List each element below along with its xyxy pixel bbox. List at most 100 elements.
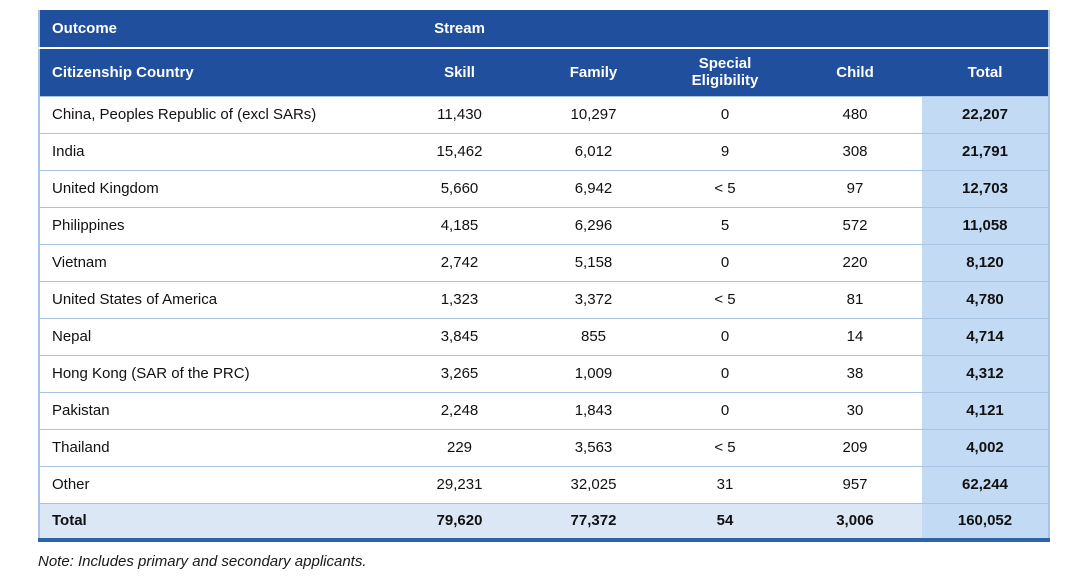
- header-spacer: [662, 10, 788, 49]
- cell-skill: 1,323: [394, 280, 525, 318]
- cell-country: Nepal: [39, 317, 394, 355]
- cell-child: 97: [788, 169, 922, 207]
- cell-special-eligibility: < 5: [662, 169, 788, 207]
- cell-child: 209: [788, 428, 922, 466]
- cell-country: Hong Kong (SAR of the PRC): [39, 354, 394, 392]
- cell-country: Pakistan: [39, 391, 394, 429]
- stream-header: Stream: [394, 10, 525, 49]
- table-row: Philippines 4,185 6,296 5 572 11,058: [39, 206, 1049, 244]
- cell-special-eligibility: 5: [662, 206, 788, 244]
- table-row: Other 29,231 32,025 31 957 62,244: [39, 465, 1049, 503]
- cell-total: 22,207: [922, 95, 1049, 133]
- table-row: United States of America 1,323 3,372 < 5…: [39, 280, 1049, 318]
- grand-total-row: Total 79,620 77,372 54 3,006 160,052: [39, 502, 1049, 540]
- cell-child: 572: [788, 206, 922, 244]
- column-header-citizenship-country: Citizenship Country: [39, 48, 394, 96]
- table-row: Thailand 229 3,563 < 5 209 4,002: [39, 428, 1049, 466]
- cell-family: 6,942: [525, 169, 662, 207]
- cell-country: Philippines: [39, 206, 394, 244]
- cell-child: 957: [788, 465, 922, 503]
- cell-family: 10,297: [525, 95, 662, 133]
- cell-skill-total: 79,620: [394, 502, 525, 540]
- cell-skill: 4,185: [394, 206, 525, 244]
- cell-total: 62,244: [922, 465, 1049, 503]
- cell-total: 21,791: [922, 132, 1049, 170]
- table-row: Nepal 3,845 855 0 14 4,714: [39, 317, 1049, 355]
- cell-country: India: [39, 132, 394, 170]
- cell-skill: 2,248: [394, 391, 525, 429]
- column-header-total: Total: [922, 48, 1049, 96]
- citizenship-stream-table: Outcome Stream Citizenship Country Skill…: [38, 10, 1050, 542]
- column-header-skill: Skill: [394, 48, 525, 96]
- cell-special-eligibility: 0: [662, 391, 788, 429]
- cell-child: 308: [788, 132, 922, 170]
- cell-special-eligibility: 9: [662, 132, 788, 170]
- header-spacer: [922, 10, 1049, 49]
- cell-child: 81: [788, 280, 922, 318]
- cell-special-eligibility: 0: [662, 354, 788, 392]
- cell-special-eligibility: 0: [662, 317, 788, 355]
- cell-special-eligibility: < 5: [662, 280, 788, 318]
- table-row: India 15,462 6,012 9 308 21,791: [39, 132, 1049, 170]
- cell-skill: 5,660: [394, 169, 525, 207]
- cell-family: 6,012: [525, 132, 662, 170]
- cell-skill: 229: [394, 428, 525, 466]
- header-spacer: [788, 10, 922, 49]
- table-body: China, Peoples Republic of (excl SARs) 1…: [39, 95, 1049, 503]
- cell-family: 1,843: [525, 391, 662, 429]
- cell-family: 6,296: [525, 206, 662, 244]
- table-footer: Total 79,620 77,372 54 3,006 160,052: [39, 502, 1049, 540]
- cell-grand-total: 160,052: [922, 502, 1049, 540]
- cell-total: 8,120: [922, 243, 1049, 281]
- table-row: Pakistan 2,248 1,843 0 30 4,121: [39, 391, 1049, 429]
- cell-child-total: 3,006: [788, 502, 922, 540]
- cell-total-label: Total: [39, 502, 394, 540]
- cell-special-eligibility: 0: [662, 243, 788, 281]
- cell-family: 3,372: [525, 280, 662, 318]
- column-header-special-eligibility: Special Eligibility: [662, 48, 788, 96]
- table-header: Outcome Stream Citizenship Country Skill…: [39, 10, 1049, 96]
- cell-skill: 29,231: [394, 465, 525, 503]
- cell-country: United Kingdom: [39, 169, 394, 207]
- cell-family: 1,009: [525, 354, 662, 392]
- cell-total: 4,714: [922, 317, 1049, 355]
- cell-family: 5,158: [525, 243, 662, 281]
- cell-child: 14: [788, 317, 922, 355]
- table-row: China, Peoples Republic of (excl SARs) 1…: [39, 95, 1049, 133]
- cell-skill: 3,845: [394, 317, 525, 355]
- column-header-child: Child: [788, 48, 922, 96]
- cell-total: 11,058: [922, 206, 1049, 244]
- cell-special-eligibility: < 5: [662, 428, 788, 466]
- cell-skill: 2,742: [394, 243, 525, 281]
- cell-total: 4,312: [922, 354, 1049, 392]
- cell-skill: 15,462: [394, 132, 525, 170]
- header-spacer: [525, 10, 662, 49]
- cell-country: United States of America: [39, 280, 394, 318]
- cell-child: 30: [788, 391, 922, 429]
- cell-country: Other: [39, 465, 394, 503]
- cell-total: 4,002: [922, 428, 1049, 466]
- cell-family: 855: [525, 317, 662, 355]
- cell-family-total: 77,372: [525, 502, 662, 540]
- cell-skill: 3,265: [394, 354, 525, 392]
- outcome-header: Outcome: [39, 10, 394, 49]
- footnote: Note: Includes primary and secondary app…: [38, 553, 367, 570]
- header-row-outcome-stream: Outcome Stream: [39, 10, 1049, 49]
- cell-child: 38: [788, 354, 922, 392]
- header-row-columns: Citizenship Country Skill Family Special…: [39, 48, 1049, 96]
- cell-child: 480: [788, 95, 922, 133]
- cell-family: 32,025: [525, 465, 662, 503]
- column-header-family: Family: [525, 48, 662, 96]
- cell-country: China, Peoples Republic of (excl SARs): [39, 95, 394, 133]
- table-row: Vietnam 2,742 5,158 0 220 8,120: [39, 243, 1049, 281]
- cell-skill: 11,430: [394, 95, 525, 133]
- cell-special-eligibility: 0: [662, 95, 788, 133]
- table-row: United Kingdom 5,660 6,942 < 5 97 12,703: [39, 169, 1049, 207]
- cell-family: 3,563: [525, 428, 662, 466]
- cell-special-eligibility: 31: [662, 465, 788, 503]
- cell-total: 12,703: [922, 169, 1049, 207]
- cell-total: 4,121: [922, 391, 1049, 429]
- cell-total: 4,780: [922, 280, 1049, 318]
- cell-special-total: 54: [662, 502, 788, 540]
